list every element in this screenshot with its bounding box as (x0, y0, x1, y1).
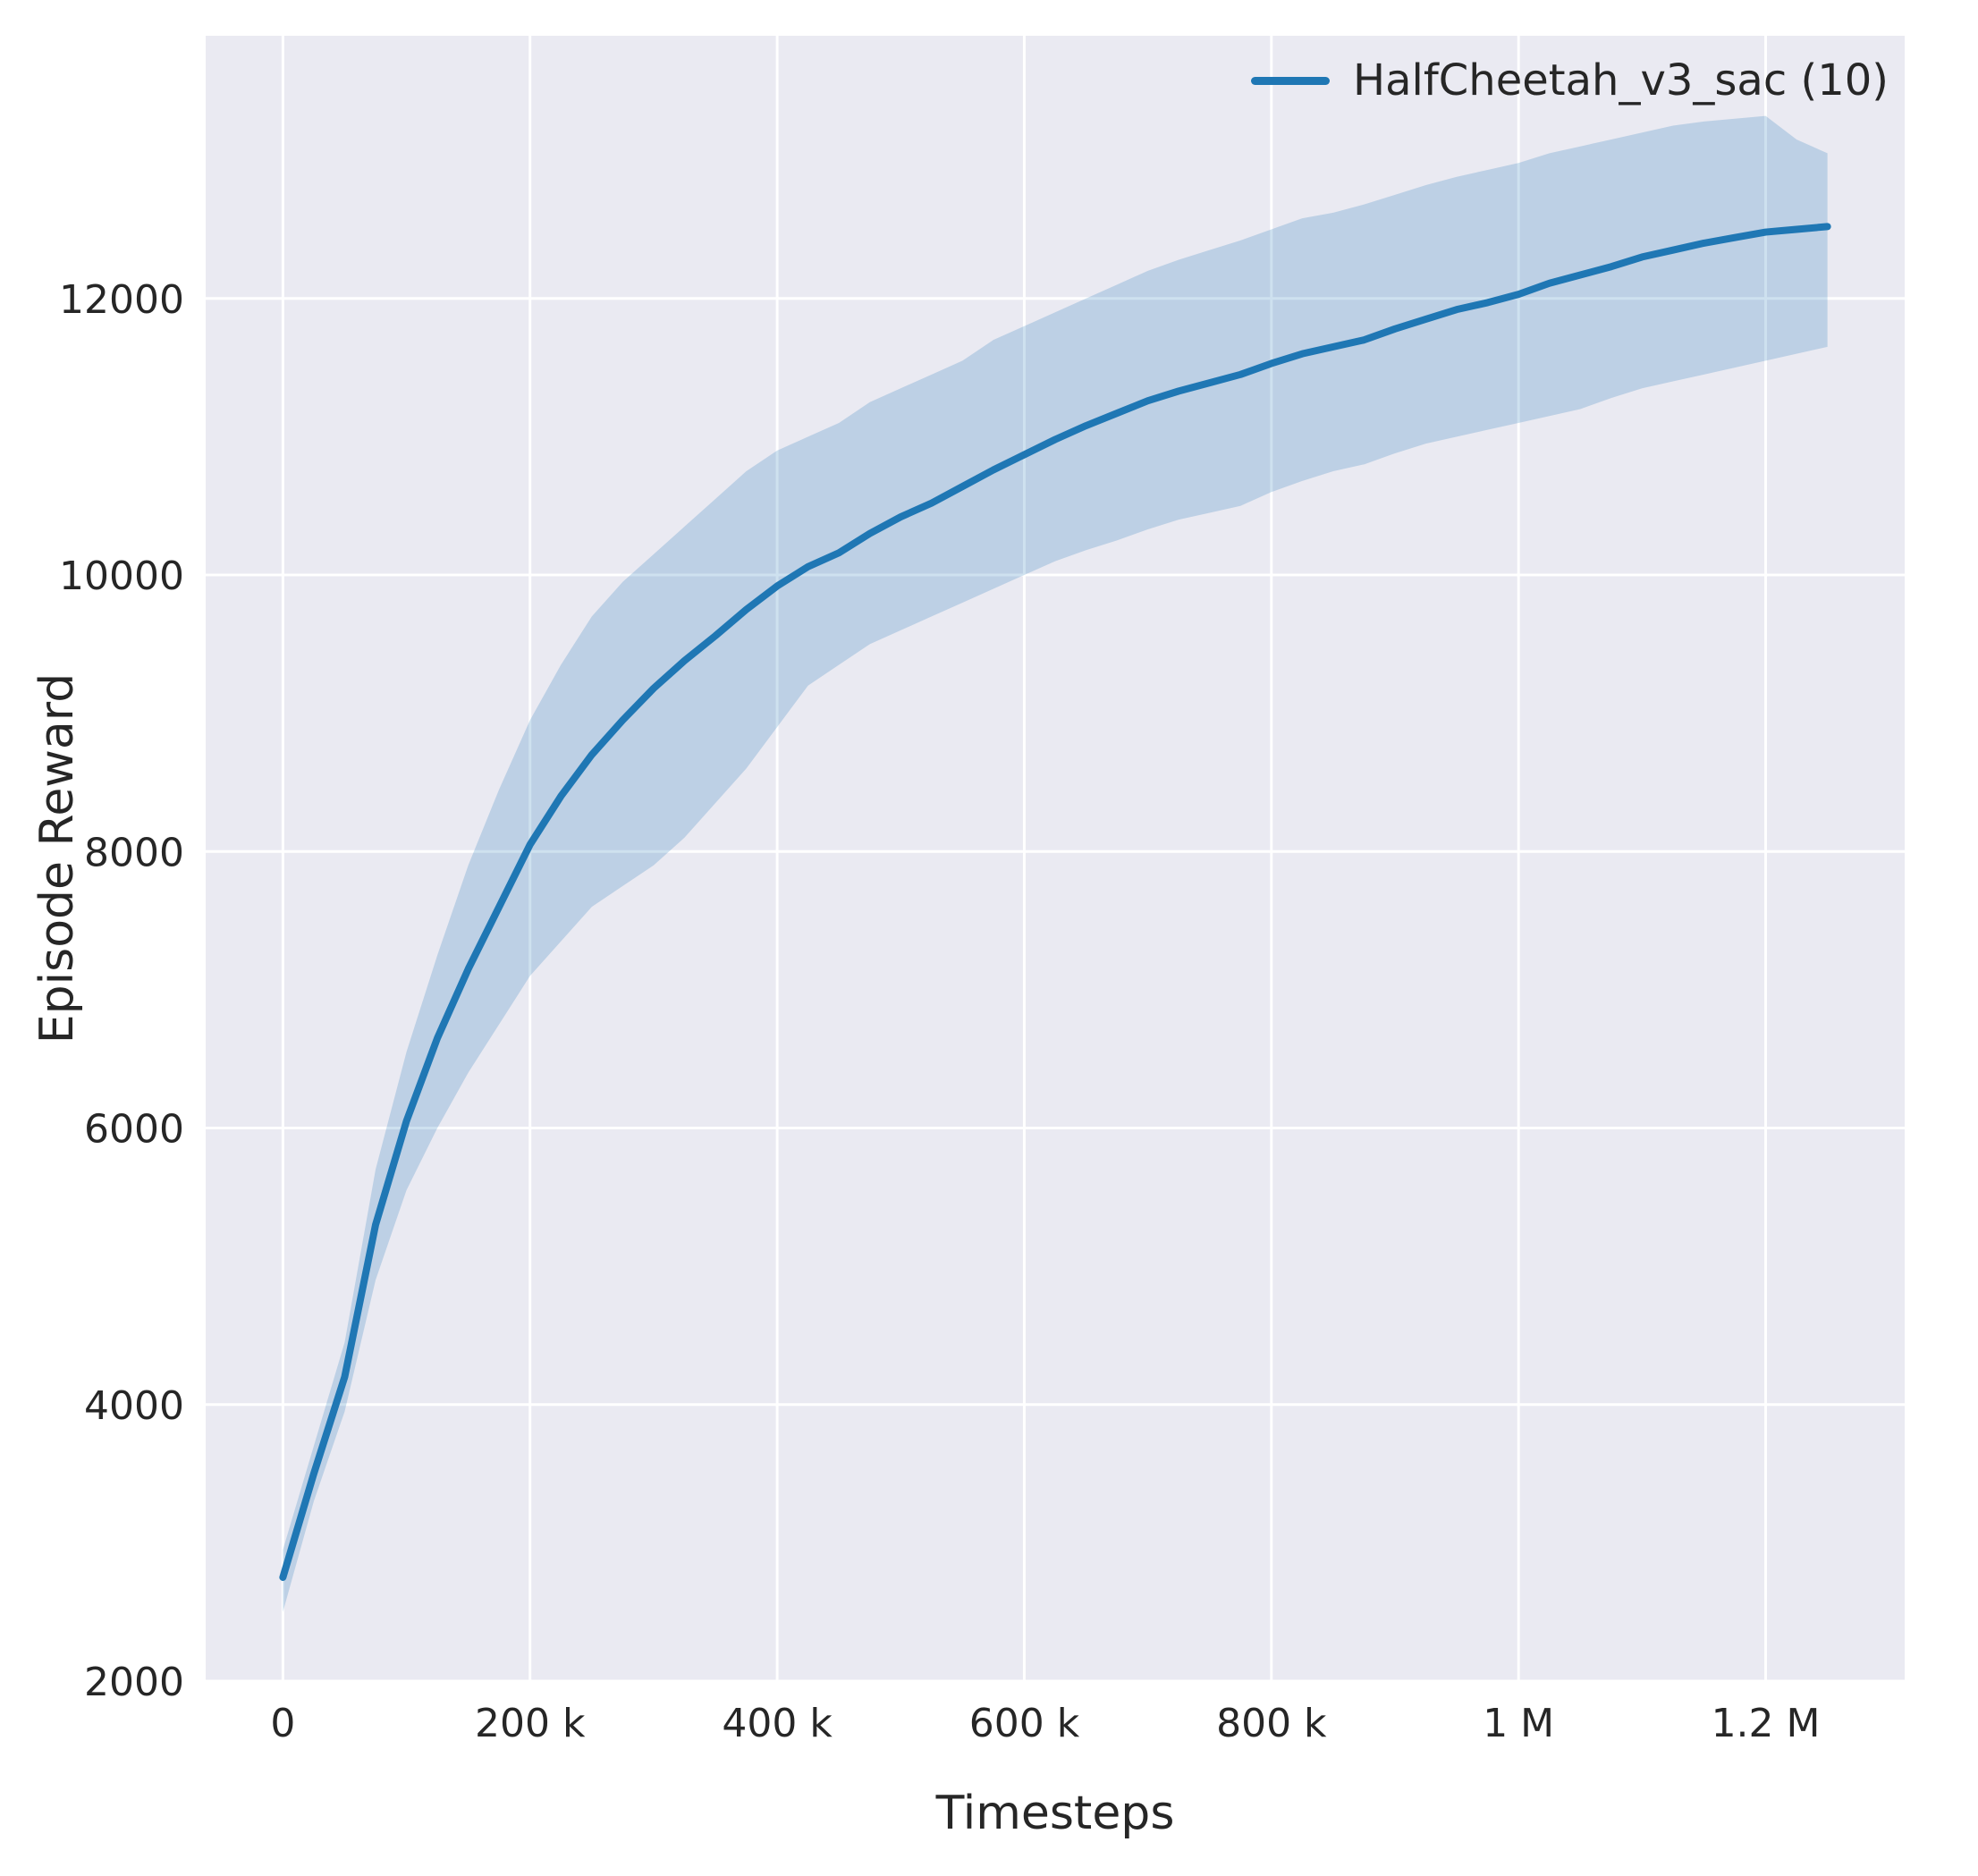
y-tick-label: 2000 (84, 1660, 184, 1705)
x-axis-label: Timesteps (935, 1787, 1175, 1840)
x-tick-label: 800 k (1216, 1701, 1327, 1746)
x-tick-label: 0 (270, 1701, 295, 1746)
y-axis-label: Episode Reward (30, 672, 84, 1044)
x-tick-label: 1 M (1483, 1701, 1554, 1746)
y-tick-label: 8000 (84, 830, 184, 875)
x-tick-label: 400 k (722, 1701, 833, 1746)
plot-area (206, 36, 1905, 1681)
y-tick-label: 4000 (84, 1383, 184, 1429)
mean-line (279, 223, 1831, 1582)
x-tick-label: 600 k (969, 1701, 1080, 1746)
y-tick-label: 10000 (59, 554, 184, 599)
legend-line-swatch (1251, 76, 1331, 85)
legend: HalfCheetah_v3_sac (10) (1251, 55, 1889, 106)
x-tick-label: 1.2 M (1712, 1701, 1821, 1746)
legend-label: HalfCheetah_v3_sac (10) (1353, 55, 1889, 106)
y-tick-label: 12000 (59, 277, 184, 323)
confidence-band (283, 115, 1828, 1612)
y-tick-label: 6000 (84, 1107, 184, 1153)
x-tick-label: 200 k (475, 1701, 586, 1746)
